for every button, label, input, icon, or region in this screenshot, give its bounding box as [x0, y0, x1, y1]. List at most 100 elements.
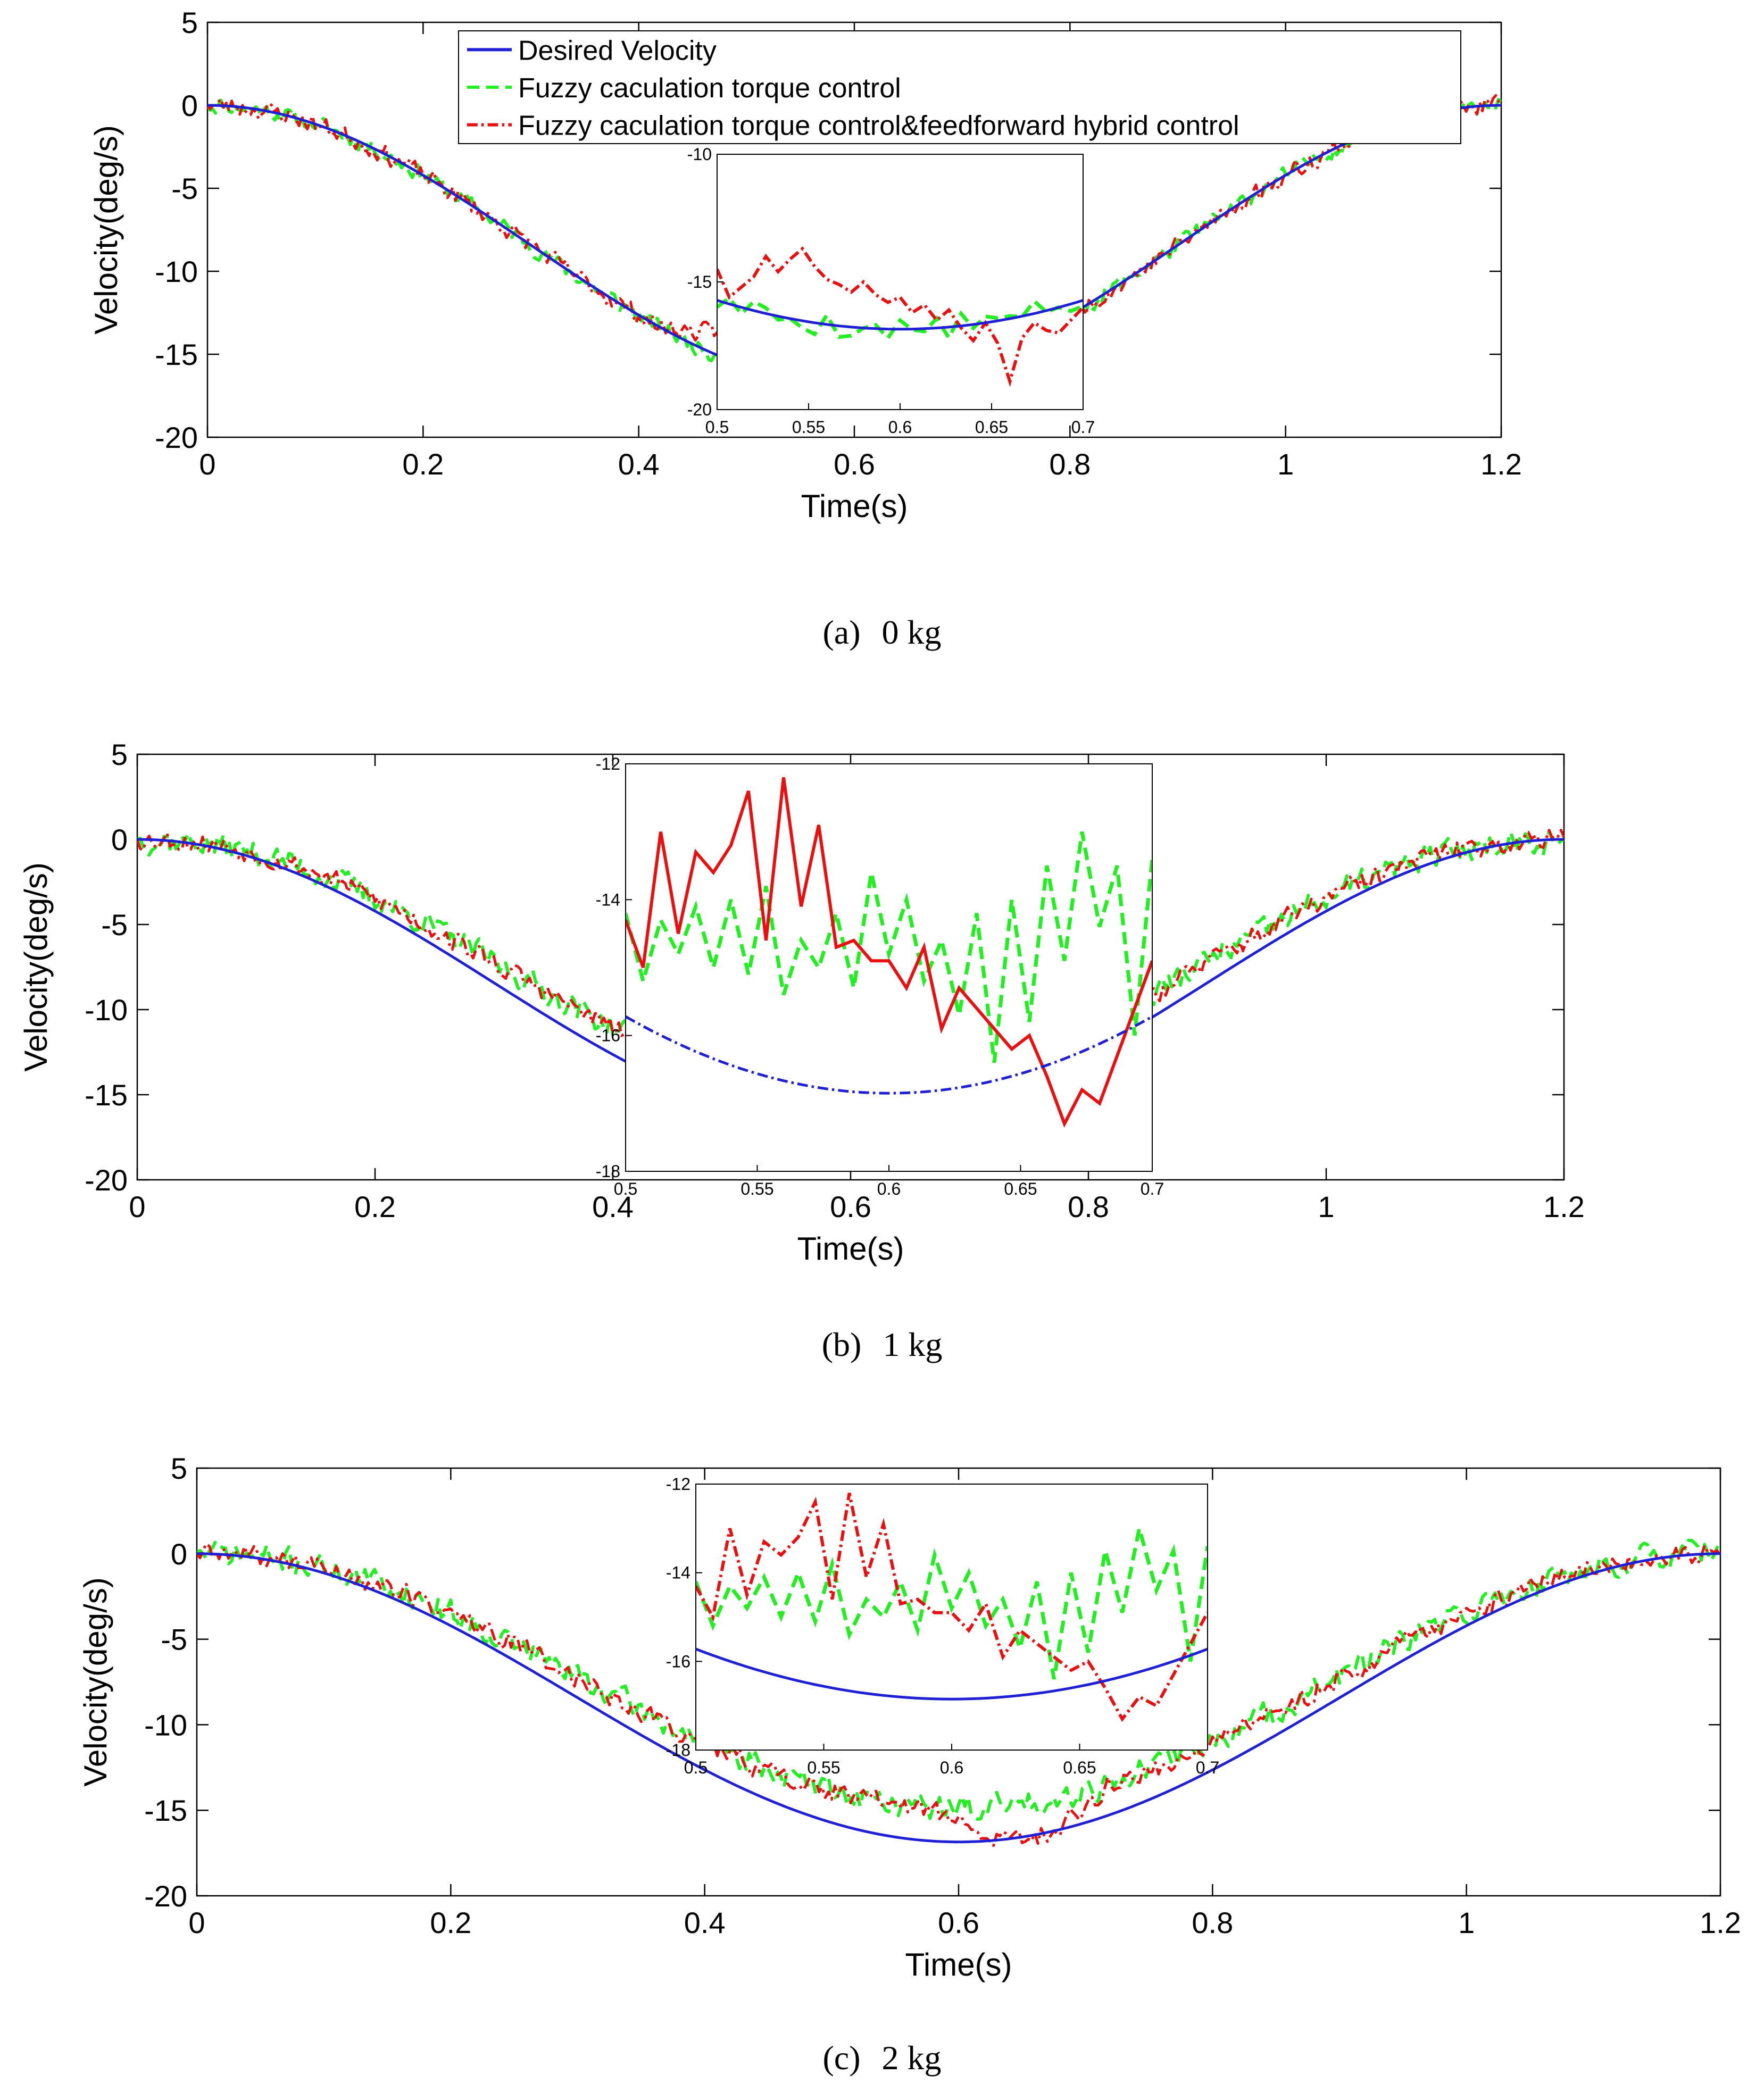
y-tick-label: 0 [171, 1537, 187, 1571]
inset-line-hybrid [626, 777, 1152, 1128]
x-axis-label: Time(s) [797, 1231, 904, 1267]
inset-chart: 0.5 0.55 0.6 0.65 0.7 -18 -16 -14 -12 [666, 1475, 1219, 1777]
x-tick-label: 0.6 [834, 447, 875, 481]
y-tick-label: 5 [111, 738, 128, 771]
panel-caption: (a) 0 kg [822, 613, 941, 651]
inset-x-tick-label: 0.5 [614, 1179, 637, 1198]
panel-c: 0 0.2 0.4 0.6 0.8 1 1.2 -20 -15 -10 -5 0 5 Time(s) Vel… [78, 1452, 1741, 2077]
y-tick-label: -5 [161, 1623, 187, 1656]
x-tick-label: 0.2 [354, 1190, 396, 1223]
inset-line-hybrid [717, 246, 1083, 387]
inset-y-tick-label: -14 [596, 890, 620, 909]
legend-entry: Fuzzy caculation torque control&feedforw… [518, 111, 1239, 141]
inset-y-tick-label: -12 [596, 754, 620, 773]
y-tick-label: 0 [181, 89, 198, 122]
inset-y-tick-label: -12 [666, 1475, 690, 1494]
x-tick-label: 1 [1318, 1190, 1334, 1223]
x-tick-label: 0.4 [684, 1906, 726, 1939]
inset-x-tick-label: 0.65 [975, 418, 1008, 437]
inset-line-desired [696, 1647, 1208, 1701]
x-tick-label: 0.8 [1192, 1906, 1233, 1939]
inset-line-desired [717, 299, 1083, 331]
inset-x-tick-label: 0.5 [705, 418, 729, 437]
x-tick-label: 0 [199, 447, 215, 481]
legend-entry: Desired Velocity [518, 35, 717, 66]
inset-y-tick-label: -15 [687, 272, 712, 291]
x-tick-label: 0.2 [430, 1906, 471, 1939]
y-tick-label: -5 [101, 908, 128, 942]
inset-y-tick-label: -16 [666, 1652, 690, 1671]
caption-letter: (c) [822, 2039, 860, 2077]
x-tick-label: 1 [1277, 447, 1294, 481]
inset-chart: 0.5 0.55 0.6 0.65 0.7 -20 -15 -10 [687, 145, 1095, 437]
inset-line-hybrid [696, 1493, 1208, 1722]
x-tick-label: 0.2 [402, 447, 444, 481]
x-tick-label: 1.2 [1480, 447, 1522, 481]
series-line-fuzzy [137, 829, 1564, 1104]
y-tick-label: -20 [144, 1879, 187, 1913]
y-tick-label: -15 [155, 338, 198, 371]
y-tick-label: -10 [155, 255, 198, 288]
y-axis-label: Velocity(deg/s) [78, 1577, 113, 1787]
series-line-desired [197, 1552, 1720, 1844]
y-tick-label: 5 [171, 1452, 187, 1485]
y-tick-label: 5 [181, 6, 198, 39]
x-tick-label: 0 [188, 1906, 205, 1939]
legend-box [458, 30, 1461, 144]
y-tick-label: -5 [171, 172, 198, 205]
caption-letter: (a) [822, 613, 860, 651]
inset-series-group [626, 777, 1152, 1128]
inset-line-fuzzy [626, 831, 1152, 1063]
inset-x-tick-label: 0.6 [888, 418, 912, 437]
inset-series-group [717, 246, 1083, 387]
series-line-hybrid [197, 1542, 1720, 1847]
inset-background [696, 1484, 1208, 1750]
x-tick-label: 0.6 [830, 1190, 871, 1223]
x-tick-label: 0.8 [1049, 447, 1091, 481]
x-axis-label: Time(s) [905, 1947, 1012, 1983]
panel-caption: (b) 1 kg [822, 1326, 943, 1363]
y-tick-label: -20 [85, 1163, 128, 1197]
inset-line-fuzzy [717, 295, 1083, 342]
inset-x-tick-label: 0.65 [1004, 1179, 1037, 1198]
inset-series-group [696, 1493, 1208, 1722]
x-tick-label: 0.4 [618, 447, 660, 481]
inset-line-desired [626, 1015, 1152, 1095]
x-tick-label: 0.8 [1068, 1190, 1109, 1223]
inset-x-tick-label: 0.55 [792, 418, 825, 437]
y-axis-label: Velocity(deg/s) [18, 862, 54, 1072]
y-tick-label: -15 [85, 1078, 128, 1112]
inset-x-tick-label: 0.55 [807, 1758, 840, 1777]
inset-x-tick-label: 0.7 [1071, 418, 1095, 437]
inset-x-tick-label: 0.6 [877, 1179, 901, 1198]
x-tick-label: 0 [129, 1190, 145, 1223]
caption-text: 1 kg [883, 1326, 942, 1363]
caption-text: 0 kg [882, 613, 942, 651]
inset-x-tick-label: 0.7 [1196, 1758, 1219, 1777]
legend: Desired Velocity Fuzzy caculation torque … [458, 30, 1461, 144]
panel-caption: (c) 2 kg [822, 2039, 941, 2077]
y-axis-label: Velocity(deg/s) [88, 125, 124, 335]
inset-background [717, 154, 1083, 410]
y-tick-label: -10 [144, 1708, 187, 1742]
caption-text: 2 kg [882, 2039, 942, 2077]
inset-y-tick-label: -18 [596, 1162, 620, 1181]
panel-a: 0 0.2 0.4 0.6 0.8 1 1.2 -20 -15 -10 -5 0 5 Time(s) Vel… [88, 6, 1522, 651]
x-tick-label: 1.2 [1543, 1190, 1585, 1223]
series-group [197, 1538, 1720, 1847]
inset-x-tick-label: 0.5 [684, 1758, 708, 1777]
inset-y-tick-label: -20 [687, 400, 712, 419]
x-tick-label: 0.6 [938, 1906, 979, 1939]
inset-x-tick-label: 0.6 [940, 1758, 963, 1777]
panel-b: 0 0.2 0.4 0.6 0.8 1 1.2 -20 -15 -10 -5 0 5 Time(s) Vel… [18, 738, 1585, 1363]
legend-entry: Fuzzy caculation torque control [518, 73, 901, 104]
x-tick-label: 1.2 [1700, 1906, 1741, 1939]
x-tick-label: 0.4 [592, 1190, 634, 1223]
series-line-fuzzy [197, 1538, 1720, 1821]
y-tick-label: 0 [111, 823, 128, 856]
x-tick-label: 1 [1458, 1906, 1475, 1939]
inset-y-tick-label: -16 [596, 1026, 620, 1045]
inset-background [626, 764, 1152, 1171]
inset-y-tick-label: -18 [666, 1740, 690, 1760]
y-tick-label: -10 [85, 993, 128, 1027]
